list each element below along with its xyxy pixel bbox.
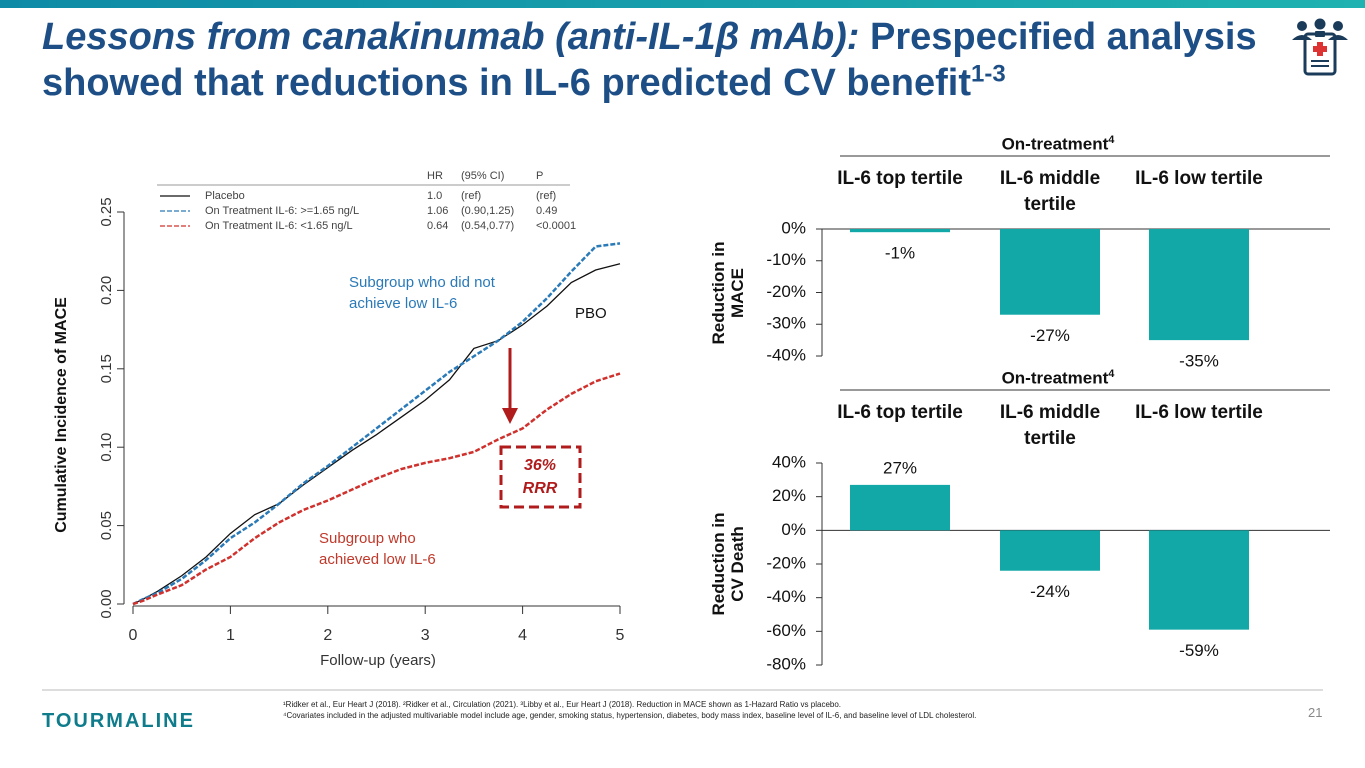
x-tick-label: 0 xyxy=(129,627,138,644)
y-axis-label: Reduction in CV Death xyxy=(709,512,747,616)
bar xyxy=(850,229,950,233)
bar xyxy=(1000,229,1100,315)
chart-title: On-treatment4 xyxy=(908,368,1208,389)
annotation: achieved low IL-6 xyxy=(319,551,436,568)
y-tick-label: 40% xyxy=(772,452,806,471)
value-label: 27% xyxy=(883,458,917,477)
legend-label: On Treatment IL-6: <1.65 ng/L xyxy=(205,220,353,232)
x-tick-label: 1 xyxy=(226,627,235,644)
y-tick-label: -40% xyxy=(766,345,806,364)
legend-header: HR xyxy=(427,170,443,182)
legend-cell: (0.90,1.25) xyxy=(461,205,514,217)
y-tick-label: -30% xyxy=(766,314,806,333)
y-tick-label: 0% xyxy=(781,218,806,237)
value-label: -35% xyxy=(1179,352,1219,371)
x-tick-label: 3 xyxy=(421,627,430,644)
bar xyxy=(1149,530,1249,630)
x-axis-label: Follow-up (years) xyxy=(320,652,436,669)
y-axis-label: Cumulative Incidence of MACE xyxy=(53,297,70,533)
annotation: PBO xyxy=(575,305,607,322)
chart-title-text: On-treatment xyxy=(1001,368,1109,388)
category-label: IL-6 top tertile xyxy=(837,402,963,423)
category-label: IL-6 low tertile xyxy=(1135,402,1263,423)
legend-label: Placebo xyxy=(205,190,245,202)
annotation: Subgroup who xyxy=(319,530,416,547)
category-label: IL-6 middle tertile xyxy=(999,168,1101,215)
slide-title: Lessons from canakinumab (anti-IL-1β mAb… xyxy=(42,14,1267,106)
legend-cell: 0.64 xyxy=(427,220,448,232)
series-line xyxy=(132,263,621,605)
annotation: 36% xyxy=(524,457,556,474)
title-italic: Lessons from canakinumab (anti-IL-1β mAb… xyxy=(42,16,860,58)
legend-cell: (ref) xyxy=(536,190,556,202)
legend-cell: <0.0001 xyxy=(536,220,576,232)
y-tick-label: 0.10 xyxy=(98,433,115,462)
y-tick-label: -20% xyxy=(766,282,806,301)
legend-cell: (0.54,0.77) xyxy=(461,220,514,232)
legend-cell: 1.06 xyxy=(427,205,448,217)
legend-cell: (ref) xyxy=(461,190,481,202)
x-tick-label: 2 xyxy=(323,627,332,644)
y-tick-label: -10% xyxy=(766,250,806,269)
x-tick-label: 5 xyxy=(616,627,625,644)
category-label: IL-6 top tertile xyxy=(837,168,963,189)
y-tick-label: 0.05 xyxy=(98,511,115,540)
top-stripe xyxy=(0,0,1365,8)
y-tick-label: 20% xyxy=(772,486,806,505)
y-tick-label: 0.15 xyxy=(98,354,115,383)
arrow-head xyxy=(502,408,518,424)
title-superscript: 1-3 xyxy=(970,60,1006,88)
value-label: -24% xyxy=(1030,582,1070,601)
rrr-box xyxy=(499,445,582,509)
chart-title-superscript: 4 xyxy=(1108,134,1115,146)
series-line xyxy=(132,242,621,606)
y-tick-label: 0% xyxy=(781,520,806,539)
chart-title-superscript: 4 xyxy=(1108,368,1115,380)
y-tick-label: 0.00 xyxy=(98,589,115,618)
title-text: Prespecified analysis showed that reduct… xyxy=(42,16,1257,104)
series-line xyxy=(132,372,621,606)
y-tick-label: -20% xyxy=(766,553,806,572)
legend-header: P xyxy=(536,170,543,182)
y-tick-label: -40% xyxy=(766,587,806,606)
x-tick-label: 4 xyxy=(518,627,527,644)
value-label: -1% xyxy=(885,244,915,263)
chart-title: On-treatment4 xyxy=(908,134,1208,155)
bar xyxy=(1149,229,1249,341)
page-number: 21 xyxy=(1308,705,1323,720)
footnote: ¹Ridker et al., Eur Heart J (2018). ²Rid… xyxy=(283,700,842,709)
legend-label: On Treatment IL-6: >=1.65 ng/L xyxy=(205,205,359,217)
category-label: IL-6 low tertile xyxy=(1135,168,1263,189)
footnotes: ¹Ridker et al., Eur Heart J (2018). ²Rid… xyxy=(283,699,976,721)
value-label: -59% xyxy=(1179,641,1219,660)
bar xyxy=(1000,530,1100,571)
annotation: RRR xyxy=(523,480,558,497)
bar xyxy=(850,484,950,531)
y-axis-label: Reduction in MACE xyxy=(709,241,747,344)
annotation: Subgroup who did not xyxy=(349,274,496,291)
legend-cell: 0.49 xyxy=(536,205,557,217)
logo: TOURMALINE xyxy=(42,710,195,732)
y-tick-label: 0.25 xyxy=(98,197,115,226)
annotation: achieve low IL-6 xyxy=(349,295,457,312)
category-label: IL-6 middle tertile xyxy=(999,402,1101,449)
legend-header: (95% CI) xyxy=(461,170,504,182)
y-tick-label: -80% xyxy=(766,654,806,673)
y-tick-label: -60% xyxy=(766,621,806,640)
chart-title-text: On-treatment xyxy=(1001,134,1109,154)
value-label: -27% xyxy=(1030,326,1070,345)
footnote: ⁴Covariates included in the adjusted mul… xyxy=(283,711,977,720)
legend-cell: 1.0 xyxy=(427,190,442,202)
icon xyxy=(1292,18,1348,76)
y-tick-label: 0.20 xyxy=(98,276,115,305)
